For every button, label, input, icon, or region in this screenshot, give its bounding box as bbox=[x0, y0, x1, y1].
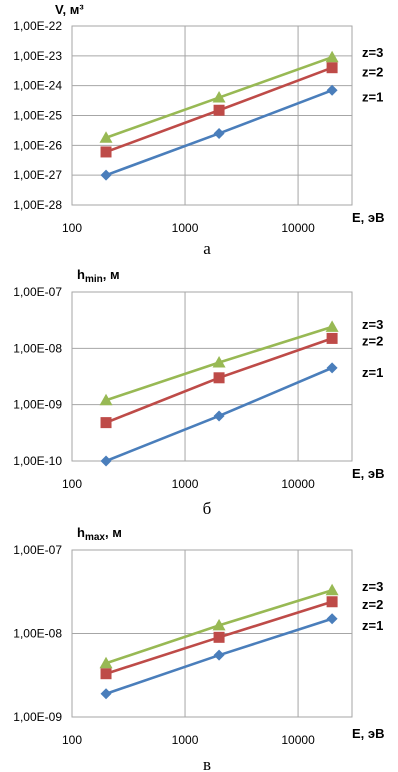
data-point bbox=[100, 688, 112, 700]
data-point bbox=[100, 146, 112, 158]
series-z=2: z=2 bbox=[100, 62, 383, 158]
data-point bbox=[212, 618, 226, 631]
series-z=3: z=3 bbox=[99, 45, 383, 143]
y-tick-label: 1,00E-07 bbox=[13, 285, 62, 299]
series-z=1: z=1 bbox=[100, 613, 383, 700]
series-label: z=1 bbox=[362, 365, 383, 380]
y-tick-label: 1,00E-27 bbox=[13, 168, 62, 182]
series-label: z=3 bbox=[362, 579, 383, 594]
panel-caption: б bbox=[203, 499, 212, 518]
series-label: z=1 bbox=[362, 618, 383, 633]
data-point bbox=[100, 455, 112, 467]
plot-frame bbox=[71, 549, 353, 718]
series-z=1: z=1 bbox=[100, 362, 383, 467]
x-axis-label: E, эВ bbox=[352, 726, 384, 741]
series-label: z=2 bbox=[362, 333, 383, 348]
x-tick-label: 1000 bbox=[172, 733, 199, 747]
y-axis-label: hmin, м bbox=[77, 267, 120, 285]
x-tick-label: 100 bbox=[62, 733, 82, 747]
data-point bbox=[326, 84, 338, 96]
y-tick-label: 1,00E-08 bbox=[13, 627, 62, 641]
x-axis-label: E, эВ bbox=[352, 210, 384, 225]
y-axis-label: V, м³ bbox=[55, 2, 84, 17]
y-tick-label: 1,00E-28 bbox=[13, 198, 62, 212]
x-axis-label: E, эВ bbox=[352, 466, 384, 481]
data-point bbox=[100, 417, 112, 429]
y-tick-label: 1,00E-26 bbox=[13, 138, 62, 152]
y-tick-label: 1,00E-23 bbox=[13, 49, 62, 63]
data-point bbox=[326, 596, 338, 608]
series-label: z=3 bbox=[362, 317, 383, 332]
data-point bbox=[212, 356, 226, 368]
y-axis-label: hmax, м bbox=[77, 525, 122, 543]
data-point bbox=[213, 649, 225, 661]
y-tick-label: 1,00E-22 bbox=[13, 19, 62, 33]
series-z=2: z=2 bbox=[100, 596, 383, 680]
data-point bbox=[100, 169, 112, 181]
plot-frame bbox=[71, 25, 353, 206]
series-label: z=1 bbox=[362, 89, 383, 104]
x-tick-label: 1000 bbox=[172, 221, 199, 235]
data-point bbox=[100, 668, 112, 680]
data-point bbox=[326, 332, 338, 344]
x-tick-label: 10000 bbox=[281, 221, 315, 235]
data-point bbox=[326, 362, 338, 374]
series-z=3: z=3 bbox=[99, 317, 383, 406]
y-tick-label: 1,00E-10 bbox=[13, 454, 62, 468]
y-tick-label: 1,00E-24 bbox=[13, 79, 62, 93]
data-point bbox=[213, 631, 225, 643]
x-tick-label: 10000 bbox=[281, 477, 315, 491]
data-point bbox=[326, 613, 338, 625]
x-tick-label: 100 bbox=[62, 221, 82, 235]
chart-panel-a: 1,00E-22 1,00E-23 1,00E-24 1,00E-25 1,00E-26… bbox=[0, 0, 398, 262]
series-label: z=2 bbox=[362, 597, 383, 612]
y-tick-label: 1,00E-09 bbox=[13, 398, 62, 412]
series-z=3: z=3 bbox=[99, 579, 383, 669]
y-tick-label: 1,00E-25 bbox=[13, 109, 62, 123]
series-label: z=2 bbox=[362, 65, 383, 80]
data-point bbox=[213, 410, 225, 422]
data-point bbox=[99, 131, 113, 143]
data-point bbox=[99, 393, 113, 406]
y-tick-label: 1,00E-07 bbox=[13, 543, 62, 557]
data-point bbox=[213, 104, 225, 116]
data-point bbox=[213, 372, 225, 384]
panel-caption: а bbox=[203, 239, 211, 258]
data-point bbox=[326, 62, 338, 74]
y-tick-label: 1,00E-09 bbox=[13, 710, 62, 724]
series-z=2: z=2 bbox=[100, 332, 383, 429]
panel-caption: в bbox=[203, 755, 211, 772]
data-point bbox=[213, 127, 225, 139]
data-point bbox=[212, 91, 226, 103]
chart-panel-c: 1,00E-07 1,00E-08 1,00E-09 100 1000 10000 hmax… bbox=[0, 518, 398, 772]
chart-panel-b: 1,00E-07 1,00E-08 1,00E-09 1,00E-10 100 1000 1… bbox=[0, 262, 398, 518]
data-point bbox=[325, 320, 339, 332]
x-tick-label: 10000 bbox=[281, 733, 315, 747]
y-tick-label: 1,00E-08 bbox=[13, 341, 62, 355]
x-tick-label: 100 bbox=[62, 477, 82, 491]
series-label: z=3 bbox=[362, 45, 383, 60]
data-point bbox=[325, 583, 339, 596]
data-point bbox=[99, 656, 113, 669]
chart-svg: 1,00E-22 1,00E-23 1,00E-24 1,00E-25 1,00E-26… bbox=[13, 2, 384, 258]
data-point bbox=[325, 50, 339, 63]
plot-frame bbox=[71, 291, 353, 462]
series-z=1: z=1 bbox=[100, 84, 383, 181]
x-tick-label: 1000 bbox=[172, 477, 199, 491]
